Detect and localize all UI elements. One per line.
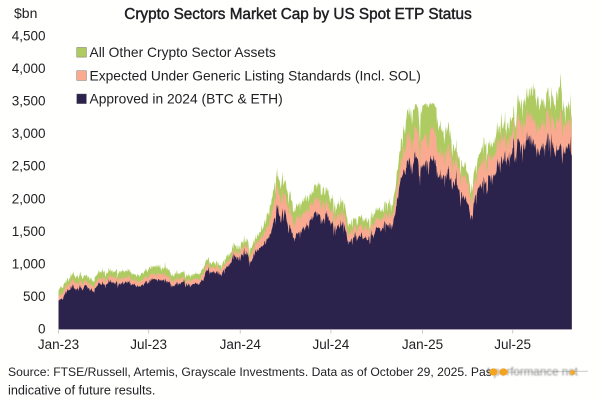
svg-text:Jan-25: Jan-25: [402, 337, 443, 352]
svg-text:0: 0: [38, 322, 46, 337]
svg-text:2,500: 2,500: [12, 159, 46, 174]
svg-text:indicative of future results.: indicative of future results.: [8, 384, 155, 398]
svg-text:3,000: 3,000: [12, 126, 46, 141]
svg-text:2,000: 2,000: [12, 191, 46, 206]
svg-text:Source: FTSE/Russell, Artemis,: Source: FTSE/Russell, Artemis, Grayscale…: [8, 365, 492, 379]
svg-text:All Other Crypto Sector Assets: All Other Crypto Sector Assets: [90, 45, 276, 60]
svg-text:Jul-25: Jul-25: [494, 337, 531, 352]
svg-text:Approved in 2024 (BTC & ETH): Approved in 2024 (BTC & ETH): [90, 92, 283, 107]
svg-text:1,000: 1,000: [12, 257, 46, 272]
svg-text:$bn: $bn: [14, 5, 37, 21]
svg-text:t performance not: t performance not: [487, 366, 579, 379]
svg-text:1,500: 1,500: [12, 224, 46, 239]
svg-text:3,500: 3,500: [12, 94, 46, 109]
svg-text:Jul-24: Jul-24: [313, 337, 350, 352]
svg-text:Jan-24: Jan-24: [220, 337, 262, 352]
svg-text:4,000: 4,000: [12, 61, 46, 76]
svg-text:500: 500: [23, 289, 46, 304]
svg-text:Jan-23: Jan-23: [38, 337, 79, 352]
svg-text:Crypto Sectors Market Cap by U: Crypto Sectors Market Cap by US Spot ETP…: [124, 6, 472, 23]
svg-text:Expected Under Generic Listing: Expected Under Generic Listing Standards…: [90, 68, 421, 83]
svg-text:4,500: 4,500: [12, 28, 46, 43]
svg-text:Jul-23: Jul-23: [130, 337, 167, 352]
